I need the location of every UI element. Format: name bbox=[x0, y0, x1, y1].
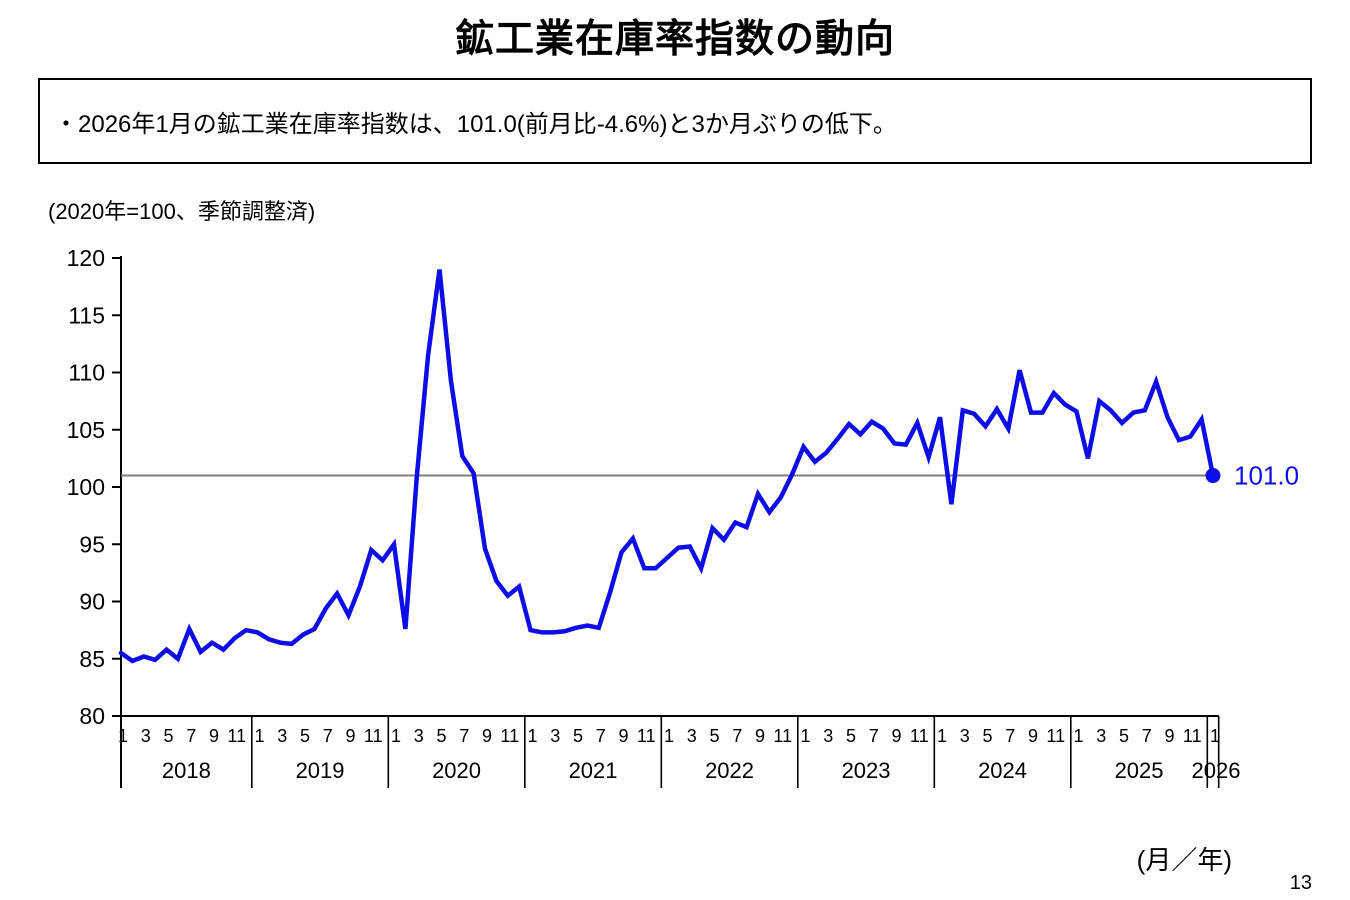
month-tick-label: 11 bbox=[500, 726, 519, 746]
month-tick-label: 5 bbox=[846, 726, 856, 746]
month-tick-label: 11 bbox=[637, 726, 656, 746]
year-label: 2019 bbox=[296, 758, 345, 783]
month-tick-label: 11 bbox=[1046, 726, 1065, 746]
year-label: 2021 bbox=[569, 758, 618, 783]
year-label: 2024 bbox=[978, 758, 1027, 783]
month-tick-label: 9 bbox=[345, 726, 355, 746]
month-tick-label: 5 bbox=[982, 726, 992, 746]
y-tick-label: 95 bbox=[79, 531, 105, 557]
month-tick-label: 7 bbox=[1142, 726, 1152, 746]
month-tick-label: 7 bbox=[1005, 726, 1015, 746]
month-tick-label: 1 bbox=[1210, 726, 1220, 746]
month-tick-label: 1 bbox=[391, 726, 401, 746]
month-tick-label: 3 bbox=[550, 726, 560, 746]
y-tick-label: 120 bbox=[67, 245, 105, 271]
y-tick-label: 105 bbox=[67, 417, 105, 443]
month-tick-label: 5 bbox=[300, 726, 310, 746]
month-tick-label: 11 bbox=[227, 726, 246, 746]
month-tick-label: 1 bbox=[118, 726, 128, 746]
month-tick-label: 11 bbox=[364, 726, 383, 746]
inventory-ratio-line bbox=[118, 269, 1216, 664]
month-tick-label: 7 bbox=[459, 726, 469, 746]
month-tick-label: 1 bbox=[664, 726, 674, 746]
line-chart: 80 85 90 95 100 105 110 115 120 1 3 5 7 9 11 2018 1 3 5 7 9 1… bbox=[0, 230, 1350, 810]
month-tick-label: 3 bbox=[141, 726, 151, 746]
month-tick-label: 1 bbox=[937, 726, 947, 746]
month-tick-label: 9 bbox=[1164, 726, 1174, 746]
month-tick-label: 5 bbox=[436, 726, 446, 746]
month-tick-label: 3 bbox=[960, 726, 970, 746]
y-tick-label: 90 bbox=[79, 589, 105, 615]
year-label: 2025 bbox=[1115, 758, 1164, 783]
y-tick-label: 85 bbox=[79, 646, 105, 672]
month-tick-label: 7 bbox=[732, 726, 742, 746]
month-tick-label: 9 bbox=[891, 726, 901, 746]
month-tick-label: 1 bbox=[527, 726, 537, 746]
month-tick-label: 9 bbox=[1028, 726, 1038, 746]
month-tick-label: 5 bbox=[709, 726, 719, 746]
month-tick-label: 7 bbox=[323, 726, 333, 746]
month-tick-label: 5 bbox=[573, 726, 583, 746]
page-number: 13 bbox=[1289, 872, 1312, 894]
unit-note: (2020年=100、季節調整済) bbox=[48, 199, 316, 224]
month-tick-label: 1 bbox=[254, 726, 264, 746]
last-point-marker bbox=[1205, 468, 1221, 484]
month-tick-label: 5 bbox=[1119, 726, 1129, 746]
month-tick-label: 9 bbox=[755, 726, 765, 746]
month-tick-label: 3 bbox=[687, 726, 697, 746]
month-tick-label: 11 bbox=[773, 726, 792, 746]
y-tick-label: 110 bbox=[68, 360, 105, 386]
last-value-label: 101.0 bbox=[1234, 461, 1299, 491]
summary-box: ・2026年1月の鉱工業在庫率指数は、101.0(前月比-4.6%)と3か月ぶり… bbox=[38, 78, 1312, 164]
month-tick-label: 7 bbox=[596, 726, 606, 746]
year-label: 2020 bbox=[432, 758, 481, 783]
month-tick-label: 3 bbox=[1096, 726, 1106, 746]
month-tick-label: 11 bbox=[1183, 726, 1202, 746]
month-tick-label: 5 bbox=[163, 726, 173, 746]
y-axis: 80 85 90 95 100 105 110 115 120 bbox=[67, 245, 122, 788]
summary-text: ・2026年1月の鉱工業在庫率指数は、101.0(前月比-4.6%)と3か月ぶり… bbox=[54, 110, 897, 138]
x-axis-unit-label: (月／年) bbox=[1136, 845, 1232, 875]
month-tick-label: 9 bbox=[209, 726, 219, 746]
month-tick-label: 3 bbox=[414, 726, 424, 746]
month-tick-label: 9 bbox=[482, 726, 492, 746]
month-tick-label: 7 bbox=[869, 726, 879, 746]
year-label: 2022 bbox=[705, 758, 754, 783]
month-tick-label: 9 bbox=[618, 726, 628, 746]
month-tick-label: 1 bbox=[800, 726, 810, 746]
year-label: 2026 bbox=[1192, 758, 1241, 783]
y-tick-label: 80 bbox=[79, 703, 105, 729]
month-tick-label: 1 bbox=[1073, 726, 1083, 746]
month-tick-label: 3 bbox=[277, 726, 287, 746]
year-label: 2018 bbox=[162, 758, 211, 783]
month-tick-label: 3 bbox=[823, 726, 833, 746]
month-tick-label: 7 bbox=[186, 726, 196, 746]
year-label: 2023 bbox=[842, 758, 891, 783]
month-tick-label: 11 bbox=[910, 726, 929, 746]
page-title: 鉱工業在庫率指数の動向 bbox=[454, 18, 895, 61]
y-tick-label: 100 bbox=[67, 474, 105, 500]
y-tick-label: 115 bbox=[68, 302, 105, 328]
